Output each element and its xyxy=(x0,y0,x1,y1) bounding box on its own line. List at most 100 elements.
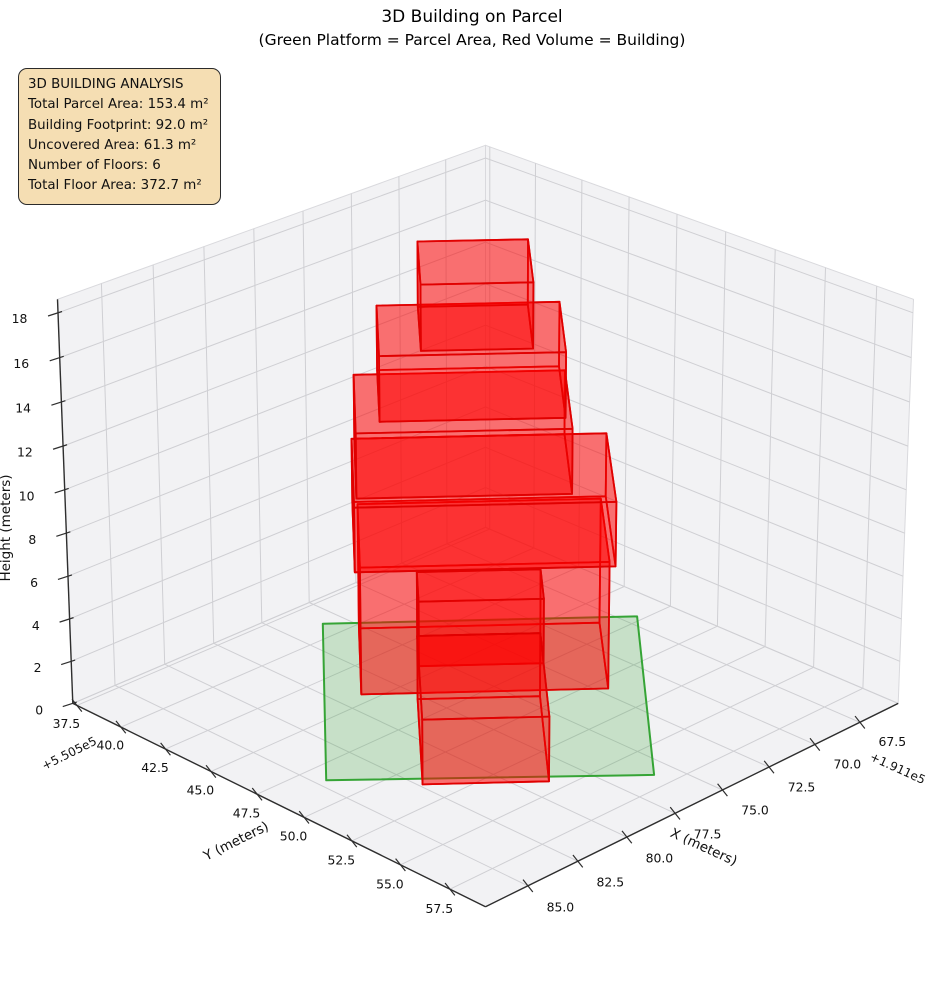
y-tick-mark xyxy=(205,764,217,779)
z-grid-line xyxy=(69,446,902,620)
y-tick-label: 40.0 xyxy=(97,738,125,753)
z-grid-line xyxy=(71,486,900,662)
box-front-face xyxy=(417,597,545,668)
y-axis-label: Y (meters) xyxy=(200,818,271,864)
z-grid-line xyxy=(64,324,907,491)
box-front-face xyxy=(421,715,551,786)
z-grid-line xyxy=(66,365,905,534)
y-tick-mark xyxy=(115,720,127,734)
z-tick-mark xyxy=(60,659,76,666)
info-line: Uncovered Area: 61.3 m² xyxy=(28,137,197,153)
y-tick-mark xyxy=(444,882,456,896)
x-tick-label: 75.0 xyxy=(741,803,769,818)
y-tick-mark xyxy=(298,810,310,824)
z-tick-label: 0 xyxy=(35,702,43,717)
y-tick-mark xyxy=(346,834,358,848)
chart-subtitle: (Green Platform = Parcel Area, Red Volum… xyxy=(258,31,686,49)
y-tick-label: 37.5 xyxy=(53,716,81,731)
z-tick-mark xyxy=(51,400,66,406)
y-tick-label: 42.5 xyxy=(141,760,169,775)
z-grid-line xyxy=(67,406,904,577)
x-tick-label: 77.5 xyxy=(694,826,722,841)
y-axis-offset-text: +5.505e5 xyxy=(39,734,98,773)
chart-title: 3D Building on Parcel xyxy=(381,7,563,27)
box-top-face xyxy=(416,238,535,286)
box-front-face xyxy=(378,351,567,423)
info-line: Number of Floors: 6 xyxy=(28,158,161,174)
box-top-face xyxy=(416,632,551,721)
y-tick-label: 52.5 xyxy=(328,853,356,868)
box-top-face xyxy=(415,568,545,603)
z-grid-line xyxy=(72,526,899,704)
z-grid-line xyxy=(61,241,910,403)
y-tick-label: 50.0 xyxy=(280,829,308,844)
x-tick-label: 67.5 xyxy=(879,734,907,749)
x-tick-mark xyxy=(854,715,866,729)
y-tick-mark xyxy=(160,742,171,756)
box-front-face xyxy=(419,281,535,352)
y-tick-mark xyxy=(395,858,406,872)
z-tick-label: 2 xyxy=(34,660,42,675)
y-tick-label: 57.5 xyxy=(426,901,454,916)
tick-marks xyxy=(47,310,866,896)
z-tick-mark xyxy=(56,531,71,537)
parcel-polygon xyxy=(321,615,656,782)
x-tick-label: 85.0 xyxy=(547,900,575,915)
tower-floor-3 xyxy=(350,432,618,574)
z-tick-label: 14 xyxy=(15,400,31,415)
y-tick-mark xyxy=(251,787,263,801)
x-tick-mark xyxy=(717,783,728,797)
x-tick-mark xyxy=(621,830,633,844)
wing-floor-2 xyxy=(415,568,545,668)
z-tick-label: 10 xyxy=(19,488,35,503)
x-axis-spine xyxy=(485,702,899,908)
x-tick-label: 72.5 xyxy=(788,780,816,795)
z-tick-mark xyxy=(59,617,74,623)
info-box-lines: Total Parcel Area: 153.4 m² Building Foot… xyxy=(28,95,209,196)
x-tick-mark xyxy=(669,806,681,820)
box-front-face xyxy=(353,500,618,574)
info-line: Building Footprint: 92.0 m² xyxy=(28,117,209,133)
x-axis-offset-text: +1.911e5 xyxy=(868,750,928,787)
building-boxes xyxy=(350,238,618,786)
x-tick-mark xyxy=(763,760,775,774)
parcel-platform xyxy=(321,615,656,782)
z-tick-label: 12 xyxy=(17,445,33,460)
z-tick-label: 18 xyxy=(12,311,28,326)
tick-labels: 37.5 40.0 42.5 45.0 47.5 50.0 52.5 55.0 57.5 67.5… xyxy=(12,311,906,916)
y-tick-label: 47.5 xyxy=(233,805,261,820)
z-tick-mark xyxy=(57,574,73,580)
box-front-face xyxy=(354,427,574,500)
x-tick-label: 80.0 xyxy=(646,850,674,865)
axis-spines xyxy=(56,299,899,908)
y-tick-mark xyxy=(71,698,83,713)
y-tick-label: 55.0 xyxy=(376,877,404,892)
tower-floor-4 xyxy=(352,369,574,500)
z-grid-line xyxy=(59,199,912,359)
box-front-face xyxy=(358,561,611,696)
x-tick-mark xyxy=(522,879,534,893)
grid-lines xyxy=(57,146,914,890)
z-tick-label: 6 xyxy=(30,575,38,590)
info-line: Total Parcel Area: 153.4 m² xyxy=(28,97,209,113)
x-tick-mark xyxy=(809,737,821,752)
x-tick-label: 82.5 xyxy=(597,875,625,890)
x-tick-mark xyxy=(572,854,584,868)
tower-floor-6 xyxy=(416,238,535,352)
z-tick-label: 4 xyxy=(32,618,40,633)
analysis-info-box: 3D BUILDING ANALYSIS Total Parcel Area: … xyxy=(18,68,221,205)
z-grid-line xyxy=(57,157,914,314)
z-tick-label: 8 xyxy=(28,532,36,547)
x-tick-label: 70.0 xyxy=(834,757,862,772)
z-tick-mark xyxy=(52,444,68,450)
z-axis-spine xyxy=(56,299,74,704)
z-tick-mark xyxy=(47,310,63,317)
info-box-heading: 3D BUILDING ANALYSIS xyxy=(28,77,184,92)
z-tick-mark xyxy=(62,701,77,708)
axes-panes xyxy=(57,144,914,908)
info-line: Total Floor Area: 372.7 m² xyxy=(28,178,202,194)
y-axis-spine xyxy=(72,702,486,908)
z-tick-mark xyxy=(54,487,69,494)
